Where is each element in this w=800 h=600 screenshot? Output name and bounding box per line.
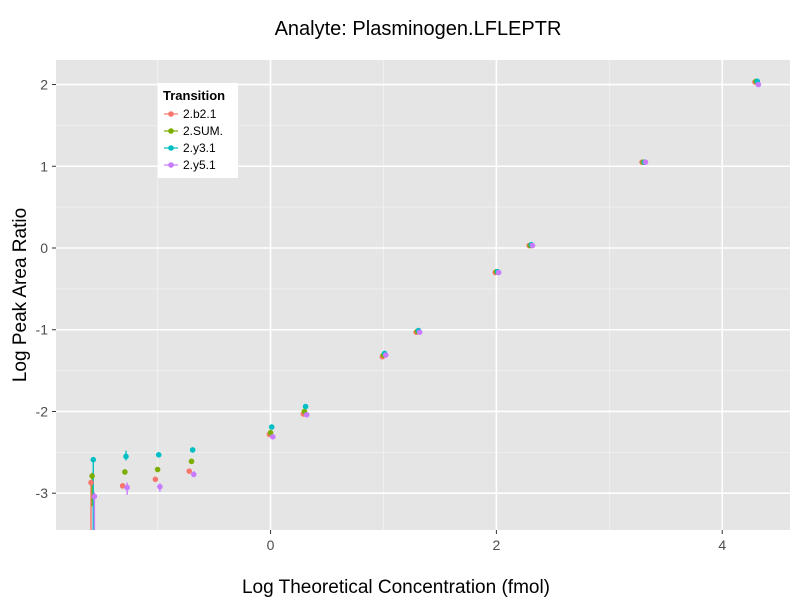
data-point xyxy=(89,473,95,479)
data-point xyxy=(152,476,159,483)
data-point xyxy=(189,447,196,453)
data-point xyxy=(123,453,129,460)
data-point xyxy=(122,469,128,475)
legend-key-point xyxy=(168,128,174,134)
legend-label: 2.SUM. xyxy=(183,124,223,138)
y-tick-label: 2 xyxy=(40,77,48,93)
data-point xyxy=(88,479,94,486)
data-point xyxy=(124,484,130,491)
data-point xyxy=(157,483,163,490)
y-tick-label: -3 xyxy=(36,485,49,501)
legend-label: 2.y5.1 xyxy=(183,158,216,172)
data-points xyxy=(88,78,762,500)
data-point xyxy=(642,159,649,165)
data-point xyxy=(154,466,161,473)
y-tick-label: 0 xyxy=(40,240,48,256)
legend-title: Transition xyxy=(163,88,225,103)
data-point xyxy=(155,452,162,458)
data-point xyxy=(190,471,197,478)
data-point xyxy=(186,468,193,474)
data-point xyxy=(495,269,502,276)
x-axis-title: Log Theoretical Concentration (fmol) xyxy=(242,577,550,598)
data-point xyxy=(302,403,309,410)
data-point xyxy=(119,483,126,489)
data-point xyxy=(382,352,389,358)
x-tick-label: 4 xyxy=(718,537,726,553)
legend-key-point xyxy=(168,111,174,117)
legend-items: 2.b2.1 2.SUM. 2.y3.1 2.y5.1 xyxy=(164,107,223,172)
y-axis-ticks: 2 1 0 -1 -2 -3 xyxy=(36,77,56,501)
legend-label: 2.b2.1 xyxy=(183,107,217,121)
data-point xyxy=(91,493,98,500)
legend-key-point xyxy=(168,162,174,168)
data-point xyxy=(188,458,195,465)
chart-title: Analyte: Plasminogen.LFLEPTR xyxy=(275,18,562,40)
y-tick-label: 1 xyxy=(40,158,48,174)
y-tick-label: -1 xyxy=(36,322,49,338)
data-point xyxy=(303,411,310,418)
data-point xyxy=(755,81,762,88)
legend-key-point xyxy=(168,145,174,151)
x-tick-label: 2 xyxy=(493,537,501,553)
x-tick-label: 0 xyxy=(267,537,275,553)
y-tick-label: -2 xyxy=(36,403,49,419)
x-axis-ticks: 0 2 4 xyxy=(267,530,726,553)
data-point xyxy=(268,424,275,430)
data-point xyxy=(267,429,274,436)
legend-label: 2.y3.1 xyxy=(183,141,216,155)
data-point xyxy=(270,434,276,440)
data-point xyxy=(90,456,97,463)
legend: Transition 2.b2.1 2.SUM. 2.y3.1 2.y5.1 xyxy=(158,83,238,178)
data-point xyxy=(416,329,423,335)
data-point xyxy=(529,242,536,249)
y-axis-title: Log Peak Area Ratio xyxy=(10,208,31,382)
